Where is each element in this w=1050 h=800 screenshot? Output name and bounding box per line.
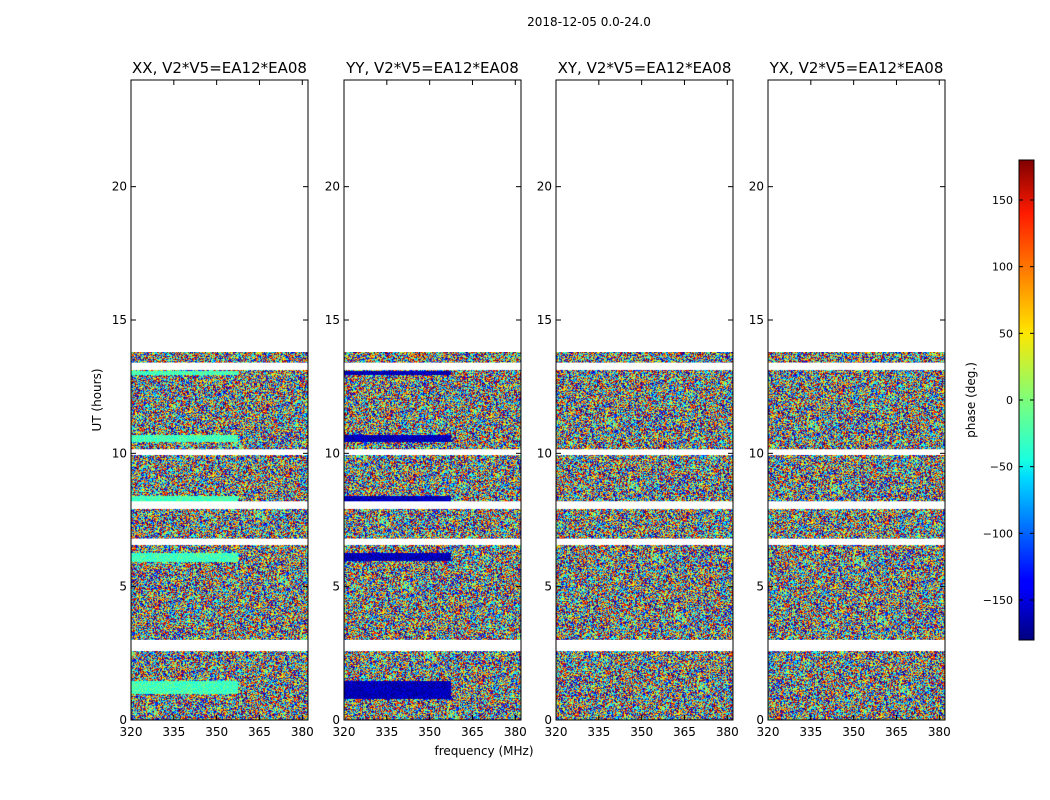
- colorbar: 150 100 50 0 −50 −100 −150 phase (deg.): [964, 159, 1035, 641]
- flagged-band: [131, 501, 308, 508]
- x-tick-label: 350: [205, 725, 228, 739]
- y-tick-label: 0: [119, 713, 127, 727]
- x-tick-label: 380: [504, 725, 527, 739]
- x-tick-label: 335: [587, 725, 610, 739]
- flagged-band: [556, 449, 733, 455]
- x-tick-label: 350: [842, 725, 865, 739]
- flagged-band: [768, 449, 945, 455]
- figure-title: 2018-12-05 0.0-24.0: [527, 15, 651, 29]
- y-tick-label: 5: [756, 580, 764, 594]
- y-tick-label: 10: [325, 446, 340, 460]
- x-tick-label: 380: [291, 725, 314, 739]
- phase-heatmap: [768, 352, 945, 720]
- x-tick-label: 380: [716, 725, 739, 739]
- y-tick-label: 15: [325, 313, 340, 327]
- plot-frame: [555, 79, 734, 721]
- x-tick-label: 320: [545, 725, 568, 739]
- flagged-band: [768, 501, 945, 508]
- y-tick-label: 20: [325, 180, 340, 194]
- panel-1: XX, V2*V5=EA12*EA08 320 335 350 365 380 0 5 10 15…: [112, 59, 314, 739]
- y-tick-label: 0: [544, 713, 552, 727]
- panel-title: YX, V2*V5=EA12*EA08: [769, 59, 944, 77]
- flagged-band: [556, 538, 733, 544]
- colorbar-tick-label: 150: [992, 194, 1013, 207]
- x-tick-label: 350: [630, 725, 653, 739]
- colorbar-tick-label: −100: [983, 527, 1013, 540]
- colorbar-tick-label: 50: [999, 327, 1013, 340]
- colorbar-label: phase (deg.): [964, 362, 978, 438]
- flagged-band: [344, 449, 521, 455]
- x-tick-label: 335: [375, 725, 398, 739]
- flagged-band: [131, 640, 308, 651]
- y-tick-label: 15: [112, 313, 127, 327]
- y-axis-label: UT (hours): [90, 368, 104, 431]
- flagged-band: [344, 362, 521, 370]
- y-tick-label: 5: [332, 580, 340, 594]
- plot-frame: [767, 79, 946, 721]
- x-tick-label: 320: [757, 725, 780, 739]
- flagged-band: [131, 538, 308, 544]
- panel-title: XY, V2*V5=EA12*EA08: [558, 59, 732, 77]
- y-tick-label: 15: [749, 313, 764, 327]
- flagged-band: [556, 640, 733, 651]
- y-tick-label: 10: [749, 446, 764, 460]
- plot-frame: [343, 79, 522, 721]
- y-tick-label: 20: [112, 180, 127, 194]
- flagged-band: [344, 538, 521, 544]
- panel-title: XX, V2*V5=EA12*EA08: [132, 59, 307, 77]
- y-tick-label: 20: [537, 180, 552, 194]
- flagged-band: [556, 362, 733, 370]
- panel-3: XY, V2*V5=EA12*EA08 320 335 350 365 380 0 5 10 15…: [537, 59, 739, 739]
- y-tick-label: 10: [112, 446, 127, 460]
- x-tick-label: 365: [248, 725, 271, 739]
- panel-title: YY, V2*V5=EA12*EA08: [345, 59, 519, 77]
- colorbar-tick-label: −50: [990, 461, 1013, 474]
- x-tick-label: 335: [162, 725, 185, 739]
- colorbar-tick-label: 100: [992, 261, 1013, 274]
- x-tick-label: 380: [928, 725, 951, 739]
- colorbar-tick-label: −150: [983, 594, 1013, 607]
- flagged-band: [768, 640, 945, 651]
- panel-2: YY, V2*V5=EA12*EA08 320 335 350 365 380 0 5 10 15…: [325, 59, 527, 739]
- y-tick-label: 15: [537, 313, 552, 327]
- phase-heatmap: [344, 352, 521, 720]
- phase-heatmap: [131, 352, 308, 720]
- y-tick-label: 0: [332, 713, 340, 727]
- y-tick-label: 5: [544, 580, 552, 594]
- y-tick-label: 5: [119, 580, 127, 594]
- flagged-band: [768, 538, 945, 544]
- colorbar-tick-label: 0: [1006, 394, 1013, 407]
- panel-4: YX, V2*V5=EA12*EA08 320 335 350 365 380 0 5 10 15…: [749, 59, 951, 739]
- y-tick-label: 20: [749, 180, 764, 194]
- flagged-band: [768, 362, 945, 370]
- x-tick-label: 365: [885, 725, 908, 739]
- x-tick-label: 365: [461, 725, 484, 739]
- x-tick-label: 365: [673, 725, 696, 739]
- x-tick-label: 320: [333, 725, 356, 739]
- x-tick-label: 320: [120, 725, 143, 739]
- flagged-band: [131, 449, 308, 455]
- flagged-band: [344, 501, 521, 508]
- x-tick-label: 350: [418, 725, 441, 739]
- x-axis-label: frequency (MHz): [434, 744, 533, 758]
- phase-heatmap: [556, 352, 733, 720]
- y-tick-label: 0: [756, 713, 764, 727]
- flagged-band: [131, 362, 308, 370]
- flagged-band: [556, 501, 733, 508]
- plot-frame: [130, 79, 309, 721]
- x-tick-label: 335: [799, 725, 822, 739]
- flagged-band: [344, 640, 521, 651]
- y-tick-label: 10: [537, 446, 552, 460]
